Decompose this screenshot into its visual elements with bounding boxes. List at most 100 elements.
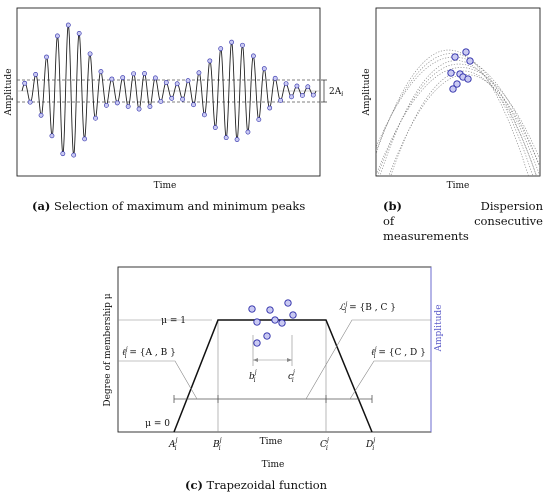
peak-marker: [71, 152, 77, 158]
peak-marker: [245, 129, 251, 135]
peak-marker: [33, 72, 39, 77]
peak-marker: [256, 117, 262, 122]
peak-marker: [196, 70, 202, 76]
peak-marker: [54, 33, 60, 39]
peak-marker: [278, 98, 284, 103]
point-A-label: Aj i: [168, 436, 178, 452]
dispersion-point: [451, 53, 459, 61]
panel-b: Time Amplitude: [362, 7, 541, 191]
peak-marker: [180, 96, 186, 102]
leader-l-left: [118, 360, 198, 400]
peak-marker: [65, 22, 71, 28]
peak-marker: [158, 99, 164, 104]
panel-a-ylabel: Amplitude: [4, 68, 14, 116]
amplitude-point: [278, 319, 286, 327]
peak-marker: [212, 125, 218, 130]
amplitude-point: [271, 316, 279, 324]
dispersion-curve: [376, 56, 540, 168]
dispersion-point: [447, 69, 455, 77]
peak-marker: [27, 99, 33, 105]
peak-marker: [305, 84, 311, 90]
panel-b-ylabel: Amplitude: [362, 68, 372, 116]
peak-marker: [109, 76, 115, 82]
peak-marker: [98, 69, 104, 74]
peak-marker: [174, 81, 180, 87]
peak-marker: [125, 104, 131, 109]
dispersion-point: [453, 80, 461, 88]
panel-c-xlabel: Time: [262, 460, 285, 470]
panel-b-frame: [375, 7, 541, 177]
peak-marker: [38, 112, 44, 118]
point-C-label: Cj i: [320, 436, 329, 452]
caption-a: (a) Selection of maximum and minimum pea…: [32, 199, 306, 213]
peak-marker: [142, 71, 147, 76]
panel-a: 2Ai Time Amplitude: [4, 7, 343, 191]
peak-marker: [310, 92, 316, 98]
peak-marker: [240, 42, 245, 48]
peak-marker: [185, 78, 191, 84]
dispersion-point: [449, 85, 457, 93]
panel-a-xlabel: Time: [154, 181, 177, 191]
peak-marker: [87, 51, 93, 57]
leader-L: [305, 319, 431, 400]
peak-marker: [49, 133, 55, 139]
dispersion-point: [466, 57, 474, 65]
dispersion-points: [447, 48, 474, 93]
amplitude-point: [248, 305, 256, 313]
peak-marker: [103, 102, 109, 108]
mu1-label: μ = 1: [161, 316, 186, 326]
peak-marker: [283, 81, 289, 87]
panel-c-amplitude-label: Amplitude: [434, 304, 444, 352]
amplitude-point: [263, 332, 271, 340]
peak-marker: [250, 53, 256, 59]
band-label: 2Ai: [329, 87, 343, 98]
peak-marker: [218, 46, 224, 52]
peak-marker: [152, 75, 158, 81]
peak-marker: [272, 75, 278, 81]
peak-marker: [120, 75, 126, 81]
l-right-annotation: ℓj i = {C , D }: [371, 346, 426, 360]
c-label: cj i: [288, 369, 295, 384]
point-B-label: Bj i: [212, 436, 222, 452]
dispersion-curve: [376, 53, 537, 176]
panel-c-inner-time: Time: [260, 437, 283, 447]
point-D-label: Dj i: [365, 436, 375, 452]
L-annotation: ℒj i = {B , C }: [339, 301, 396, 315]
peak-marker: [76, 31, 82, 36]
peak-marker: [267, 105, 273, 111]
dispersion-point: [462, 48, 470, 56]
peak-marker: [147, 104, 153, 109]
peak-marker: [22, 80, 28, 86]
peak-marker: [136, 106, 142, 112]
peak-marker: [191, 102, 196, 108]
caption-c: (c) Trapezoidal function: [185, 478, 328, 492]
peak-marker: [294, 83, 300, 89]
amplitude-point: [266, 306, 274, 314]
panel-c: Degree of membership μ Amplitude μ = 1 μ…: [103, 266, 444, 470]
peak-marker: [201, 112, 207, 118]
leader-l-right: [349, 360, 431, 400]
peak-marker: [234, 137, 240, 142]
panel-a-frame: [16, 7, 321, 177]
caption-b: (b) Dispersion of consecutive measurements: [383, 199, 543, 243]
peak-marker: [82, 136, 88, 142]
peak-marker: [223, 135, 229, 141]
l-left-annotation: ℓj i = {A , B }: [122, 346, 176, 360]
panel-b-xlabel: Time: [447, 181, 470, 191]
amplitude-points: [248, 299, 297, 347]
mu0-label: μ = 0: [145, 419, 170, 429]
peak-marker: [114, 100, 120, 106]
amplitude-point: [284, 299, 292, 307]
peak-marker: [93, 115, 98, 121]
dispersion-point: [464, 75, 472, 83]
b-label: bj i: [249, 369, 257, 384]
peak-marker: [207, 58, 213, 64]
signal-path: [21, 24, 317, 157]
amplitude-point: [253, 318, 261, 326]
peak-marker: [131, 71, 137, 77]
amplitude-point: [289, 311, 297, 319]
peak-marker: [261, 66, 267, 72]
amplitude-point: [253, 339, 261, 347]
dispersion-curve: [376, 67, 540, 176]
